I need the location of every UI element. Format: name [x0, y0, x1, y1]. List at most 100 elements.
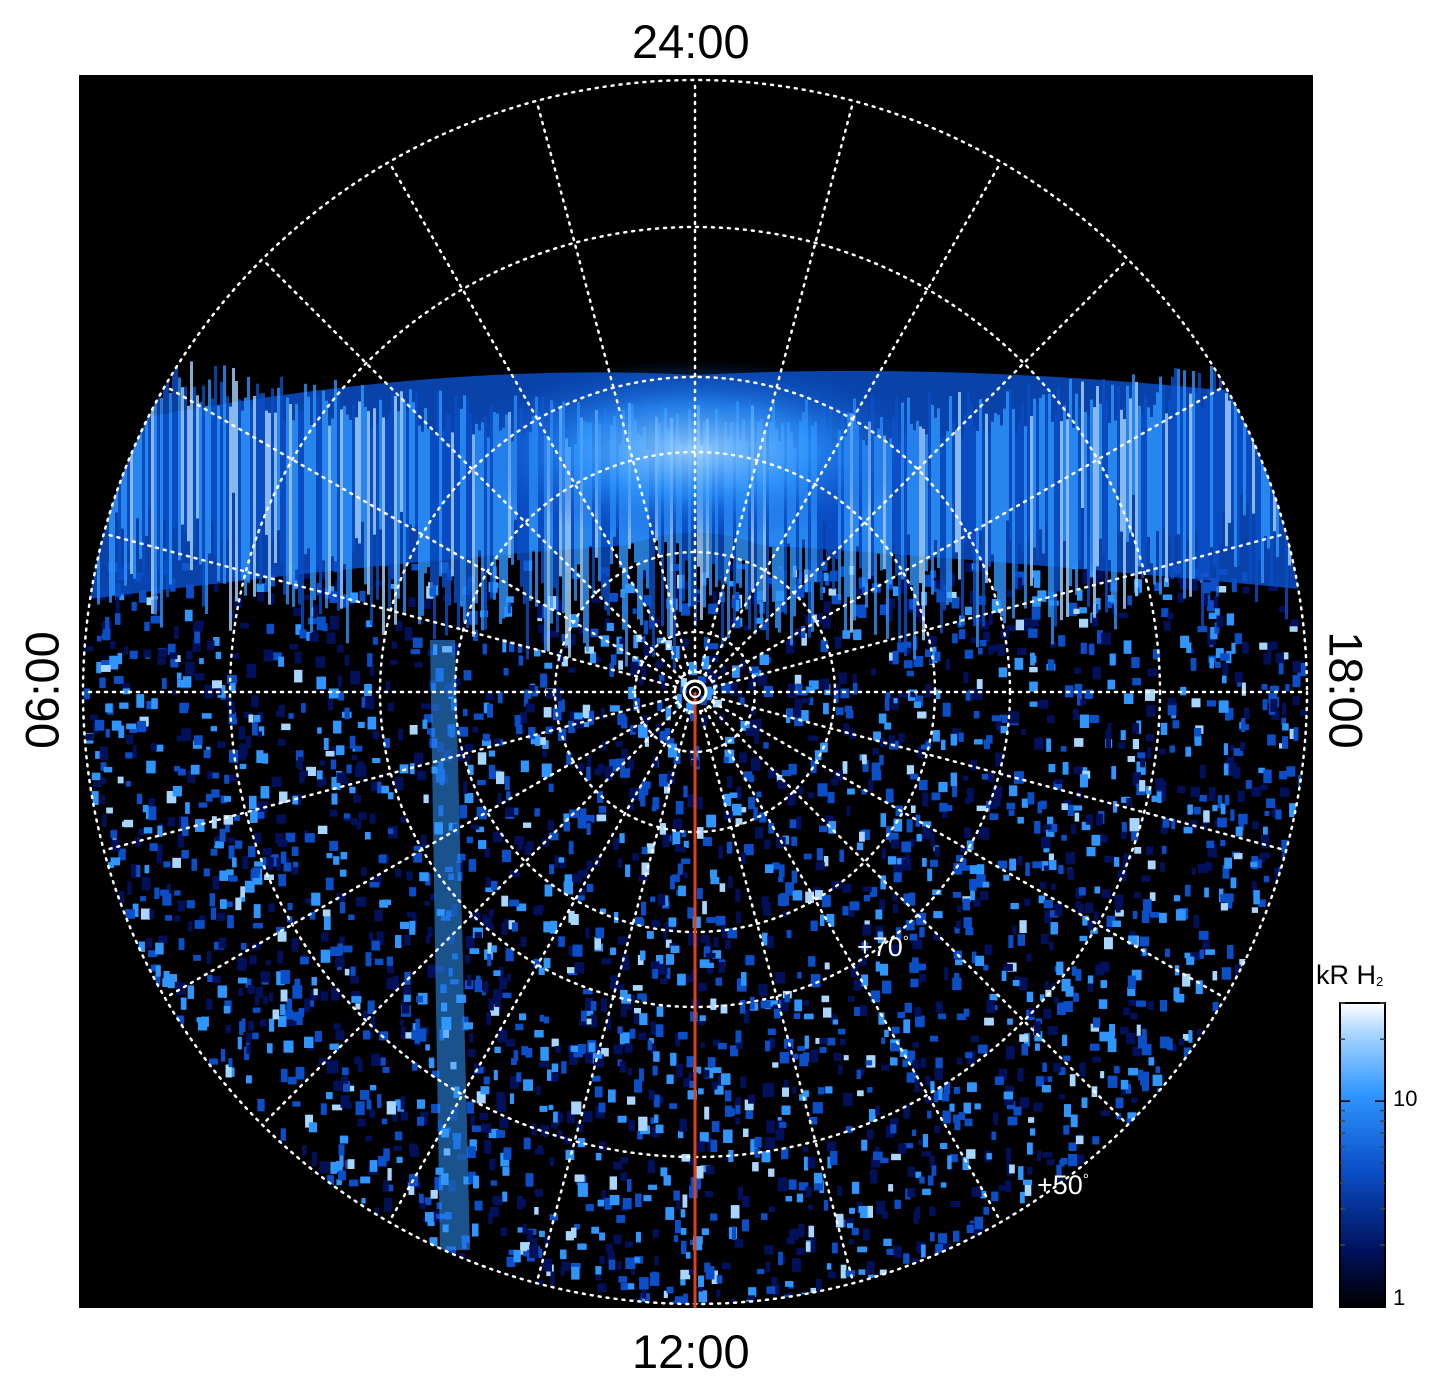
emission-pixel — [482, 914, 487, 926]
aurora-streak — [958, 392, 961, 580]
aurora-streak — [982, 429, 985, 627]
emission-pixel — [203, 868, 210, 877]
emission-pixel — [551, 1038, 559, 1047]
aurora-streak — [1153, 404, 1156, 585]
emission-pixel — [981, 773, 990, 780]
emission-pixel — [332, 1104, 343, 1111]
emission-pixel — [547, 820, 554, 831]
emission-pixel — [1283, 652, 1289, 660]
emission-pixel — [304, 594, 313, 601]
emission-pixel — [606, 1016, 612, 1030]
emission-pixel — [628, 1120, 635, 1132]
emission-pixel — [914, 1007, 922, 1017]
emission-pixel — [850, 965, 858, 978]
emission-pixel — [1063, 1055, 1071, 1061]
emission-pixel — [409, 725, 418, 735]
emission-pixel — [648, 1184, 657, 1190]
emission-pixel — [349, 735, 356, 749]
emission-pixel — [980, 1190, 987, 1199]
emission-pixel — [161, 678, 167, 689]
emission-pixel — [618, 1276, 628, 1283]
emission-pixel — [880, 876, 886, 886]
emission-pixel — [125, 752, 133, 759]
emission-pixel — [220, 1048, 226, 1062]
emission-pixel — [504, 918, 512, 925]
emission-pixel — [395, 621, 403, 631]
emission-pixel — [699, 1132, 709, 1142]
aurora-streak — [175, 359, 178, 526]
emission-pixel — [962, 1156, 969, 1170]
emission-pixel — [1038, 699, 1049, 709]
emission-pixel — [1257, 859, 1262, 868]
emission-pixel — [786, 708, 793, 718]
emission-pixel — [497, 793, 502, 805]
emission-pixel — [167, 817, 176, 827]
emission-pixel — [585, 997, 594, 1011]
emission-pixel — [322, 909, 331, 917]
emission-pixel — [861, 1139, 868, 1151]
emission-pixel — [538, 967, 545, 975]
emission-pixel — [560, 1249, 567, 1260]
emission-pixel — [954, 927, 960, 934]
emission-pixel — [1230, 877, 1237, 889]
emission-pixel — [1270, 699, 1278, 712]
emission-pixel — [727, 776, 733, 788]
emission-pixel — [610, 975, 619, 990]
emission-pixel — [884, 1029, 889, 1037]
emission-pixel — [474, 1200, 483, 1211]
emission-pixel — [1001, 970, 1007, 981]
emission-pixel — [947, 805, 953, 812]
emission-pixel — [820, 678, 830, 690]
emission-pixel — [1131, 969, 1142, 981]
emission-pixel — [304, 898, 313, 904]
aurora-streak — [1111, 384, 1114, 603]
aurora-streak — [994, 413, 997, 592]
emission-pixel — [912, 957, 919, 967]
emission-pixel — [1094, 886, 1100, 894]
emission-pixel — [907, 1166, 915, 1177]
emission-pixel — [1042, 1152, 1053, 1158]
emission-pixel — [591, 1075, 601, 1082]
emission-pixel — [1195, 980, 1203, 994]
emission-pixel — [257, 712, 264, 723]
emission-pixel — [1145, 689, 1155, 701]
emission-pixel — [1007, 1116, 1018, 1126]
emission-pixel — [908, 839, 915, 847]
emission-pixel — [595, 927, 604, 939]
aurora-streak — [298, 410, 301, 605]
emission-pixel — [806, 687, 815, 693]
emission-pixel — [400, 1112, 408, 1121]
emission-pixel — [1015, 577, 1023, 590]
emission-pixel — [776, 603, 787, 613]
emission-pixel — [542, 1258, 552, 1272]
emission-pixel — [509, 899, 520, 907]
emission-pixel — [910, 691, 916, 698]
emission-pixel — [956, 1013, 967, 1020]
emission-pixel — [1132, 910, 1138, 919]
emission-pixel — [698, 1275, 704, 1287]
emission-pixel — [188, 921, 193, 932]
emission-pixel — [663, 929, 668, 940]
emission-pixel — [599, 1256, 605, 1264]
emission-pixel — [277, 739, 286, 746]
emission-pixel — [1061, 803, 1068, 810]
emission-pixel — [510, 870, 520, 878]
emission-pixel — [320, 1103, 327, 1115]
emission-pixel — [952, 892, 962, 898]
emission-pixel — [313, 988, 318, 996]
emission-pixel — [1208, 612, 1216, 619]
aurora-streak — [433, 433, 436, 640]
emission-pixel — [561, 656, 568, 667]
emission-pixel — [953, 1230, 960, 1242]
emission-pixel — [934, 846, 940, 857]
emission-pixel — [881, 1064, 890, 1071]
aurora-streak — [256, 383, 259, 538]
emission-pixel — [257, 801, 268, 813]
emission-pixel — [925, 1075, 931, 1086]
emission-pixel — [795, 683, 803, 696]
emission-pixel — [1217, 817, 1227, 828]
emission-pixel — [892, 586, 900, 596]
emission-pixel — [355, 1000, 361, 1010]
emission-pixel — [485, 691, 494, 700]
emission-pixel — [601, 958, 612, 965]
